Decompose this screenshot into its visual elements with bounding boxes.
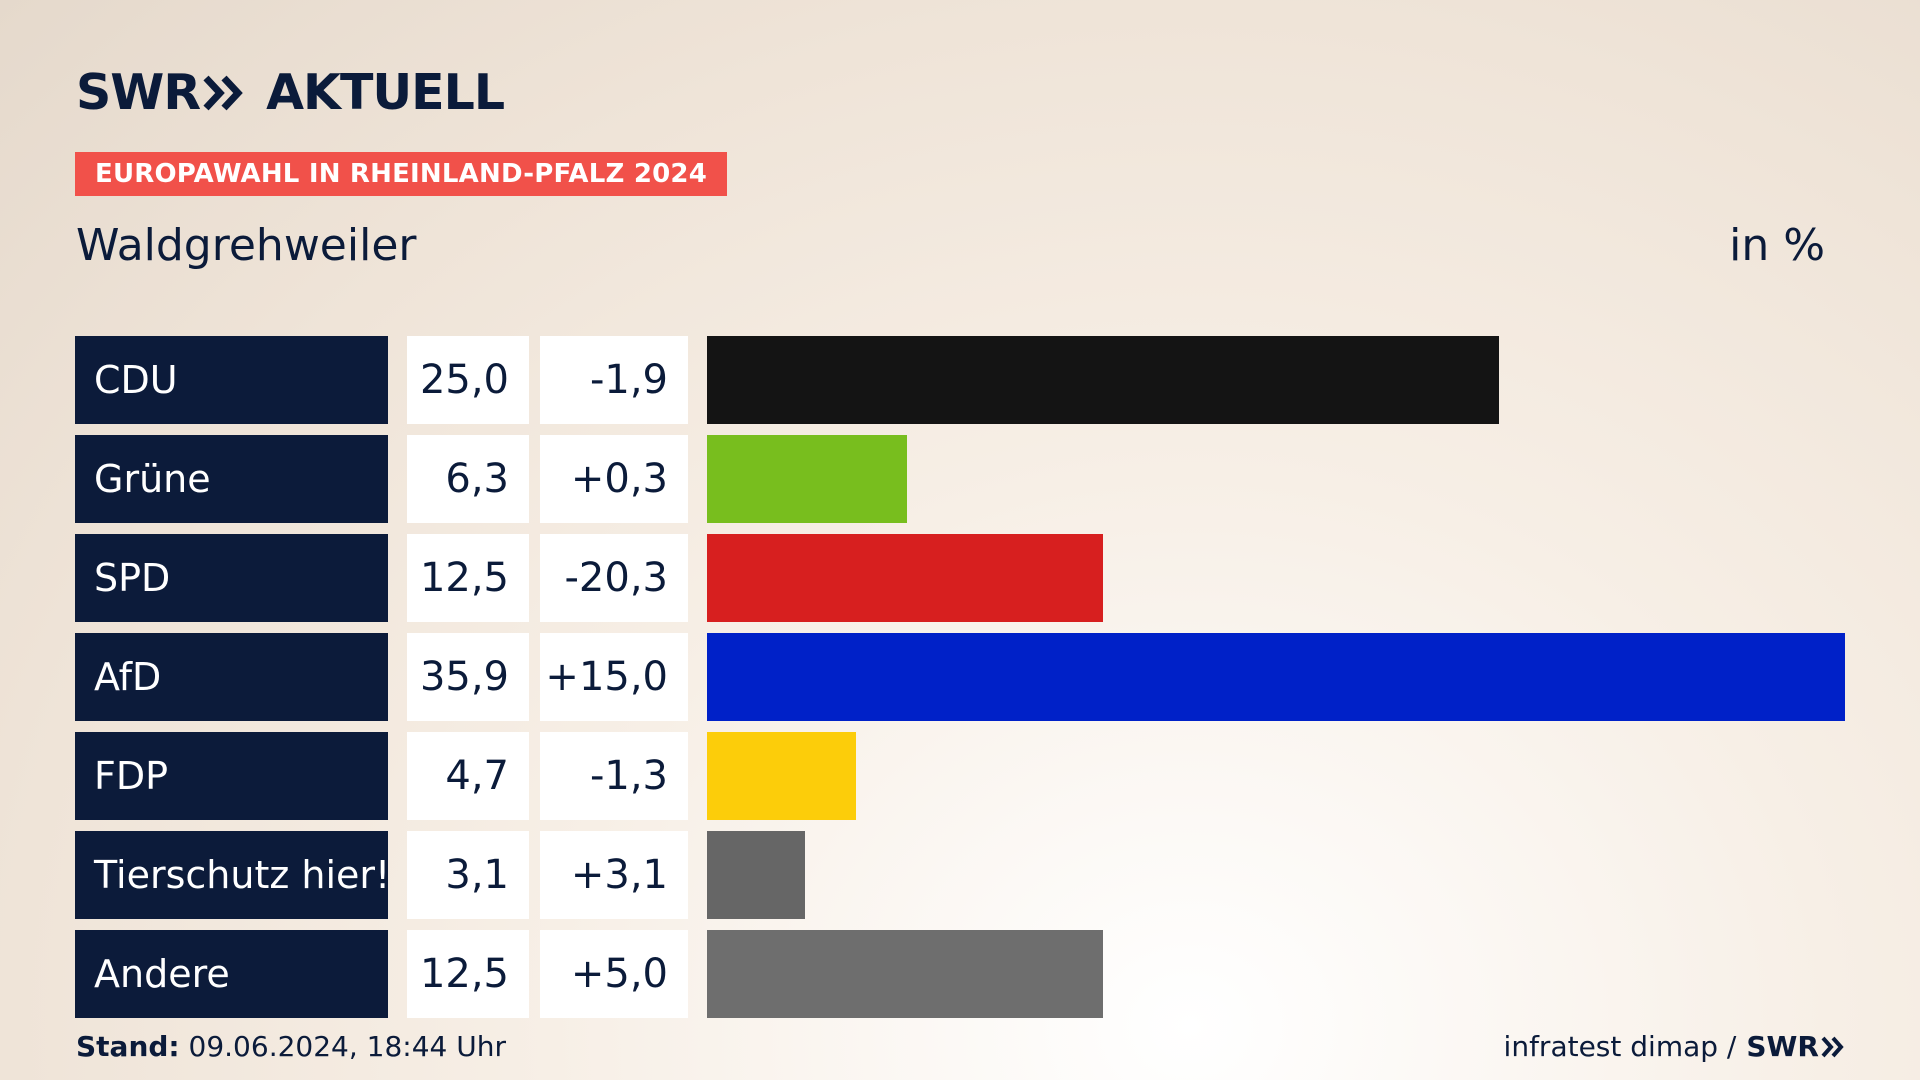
vote-share-label: 12,5 bbox=[407, 930, 529, 1018]
vote-share-label: 3,1 bbox=[407, 831, 529, 919]
chart-row: Andere 12,5 +5,0 bbox=[75, 930, 1845, 1018]
stand-label: Stand: bbox=[76, 1030, 180, 1063]
change-label: -1,3 bbox=[540, 732, 688, 820]
chart-row: Tierschutz hier! 3,1 +3,1 bbox=[75, 831, 1845, 919]
vote-share-label: 35,9 bbox=[407, 633, 529, 721]
result-bar bbox=[707, 336, 1499, 424]
brand-sub: AKTUELL bbox=[266, 64, 505, 121]
timestamp: Stand: 09.06.2024, 18:44 Uhr bbox=[76, 1030, 506, 1063]
chart-row: CDU 25,0 -1,9 bbox=[75, 336, 1845, 424]
change-label: -1,9 bbox=[540, 336, 688, 424]
result-bar bbox=[707, 435, 907, 523]
region-title: Waldgrehweiler bbox=[76, 220, 417, 271]
result-bar bbox=[707, 534, 1103, 622]
vote-share-label: 6,3 bbox=[407, 435, 529, 523]
chart-row: SPD 12,5 -20,3 bbox=[75, 534, 1845, 622]
result-bar bbox=[707, 732, 856, 820]
vote-share-label: 12,5 bbox=[407, 534, 529, 622]
change-label: +5,0 bbox=[540, 930, 688, 1018]
chart-row: FDP 4,7 -1,3 bbox=[75, 732, 1845, 820]
double-chevron-icon bbox=[203, 75, 243, 110]
unit-label: in % bbox=[1729, 220, 1825, 271]
chart-row: Grüne 6,3 +0,3 bbox=[75, 435, 1845, 523]
footer-logo-text: SWR bbox=[1746, 1030, 1819, 1063]
change-label: +3,1 bbox=[540, 831, 688, 919]
party-label: SPD bbox=[75, 534, 388, 622]
party-label: Grüne bbox=[75, 435, 388, 523]
chart-row: AfD 35,9 +15,0 bbox=[75, 633, 1845, 721]
brand-name: SWR bbox=[76, 64, 201, 121]
stand-value: 09.06.2024, 18:44 Uhr bbox=[188, 1030, 506, 1063]
vote-share-label: 25,0 bbox=[407, 336, 529, 424]
party-label: Tierschutz hier! bbox=[75, 831, 390, 919]
swr-footer-logo: SWR bbox=[1746, 1030, 1845, 1063]
party-label: Andere bbox=[75, 930, 388, 1018]
source-text: infratest dimap / bbox=[1503, 1030, 1737, 1063]
change-label: +0,3 bbox=[540, 435, 688, 523]
double-chevron-icon bbox=[1821, 1036, 1844, 1057]
swr-aktuell-logo: SWR AKTUELL bbox=[76, 64, 505, 121]
source-credit: infratest dimap / SWR bbox=[1504, 1030, 1845, 1063]
election-badge: EUROPAWAHL IN RHEINLAND-PFALZ 2024 bbox=[75, 152, 727, 196]
party-label: AfD bbox=[75, 633, 388, 721]
result-bar bbox=[707, 633, 1845, 721]
change-label: +15,0 bbox=[540, 633, 688, 721]
party-label: FDP bbox=[75, 732, 388, 820]
result-bar bbox=[707, 831, 805, 919]
change-label: -20,3 bbox=[540, 534, 688, 622]
vote-share-label: 4,7 bbox=[407, 732, 529, 820]
result-bar bbox=[707, 930, 1103, 1018]
party-label: CDU bbox=[75, 336, 388, 424]
